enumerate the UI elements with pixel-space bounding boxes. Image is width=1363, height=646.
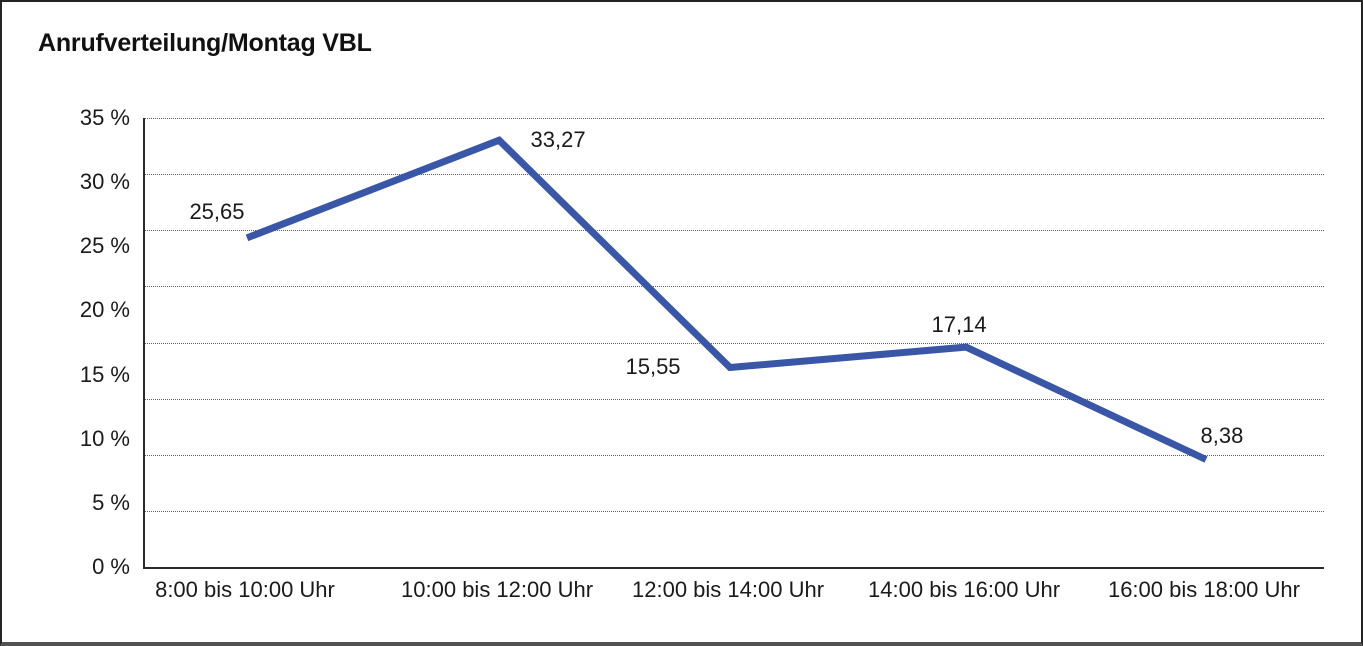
y-tick-label: 30 % [79, 169, 130, 195]
x-tick-label: 8:00 bis 10:00 Uhr [155, 577, 335, 602]
y-tick-label: 20 % [79, 297, 130, 323]
y-tick-label: 35 % [79, 105, 130, 130]
gridline [145, 118, 1324, 119]
line-series-svg [245, 136, 1208, 463]
data-point-label: 25,65 [189, 198, 245, 224]
y-tick-label: 10 % [79, 425, 130, 451]
gridline [145, 230, 1324, 232]
gridline [145, 510, 1324, 512]
plot-area [143, 118, 1324, 569]
x-tick-label: 12:00 bis 14:00 Uhr [632, 577, 825, 602]
gridline [145, 398, 1324, 400]
gridline [145, 454, 1324, 456]
data-point-label: 8,38 [1200, 423, 1244, 449]
data-point-label: 17,14 [931, 312, 987, 338]
data-point-label: 15,55 [625, 353, 681, 379]
x-tick-label: 14:00 bis 16:00 Uhr [868, 577, 1061, 602]
gridline [145, 342, 1324, 344]
data-point-label: 33,27 [530, 127, 586, 153]
y-tick-label: 15 % [79, 361, 130, 387]
data-line [245, 136, 1208, 463]
x-tick-label: 10:00 bis 12:00 Uhr [401, 577, 594, 602]
y-tick-label: 25 % [79, 233, 130, 259]
chart-title: Anrufverteilung/Montag VBL [38, 29, 372, 57]
y-tick-label: 0 % [92, 554, 130, 579]
gridline [145, 174, 1324, 176]
y-tick-label: 5 % [92, 489, 130, 515]
x-tick-label: 16:00 bis 18:00 Uhr [1107, 577, 1300, 602]
gridline [145, 286, 1324, 288]
